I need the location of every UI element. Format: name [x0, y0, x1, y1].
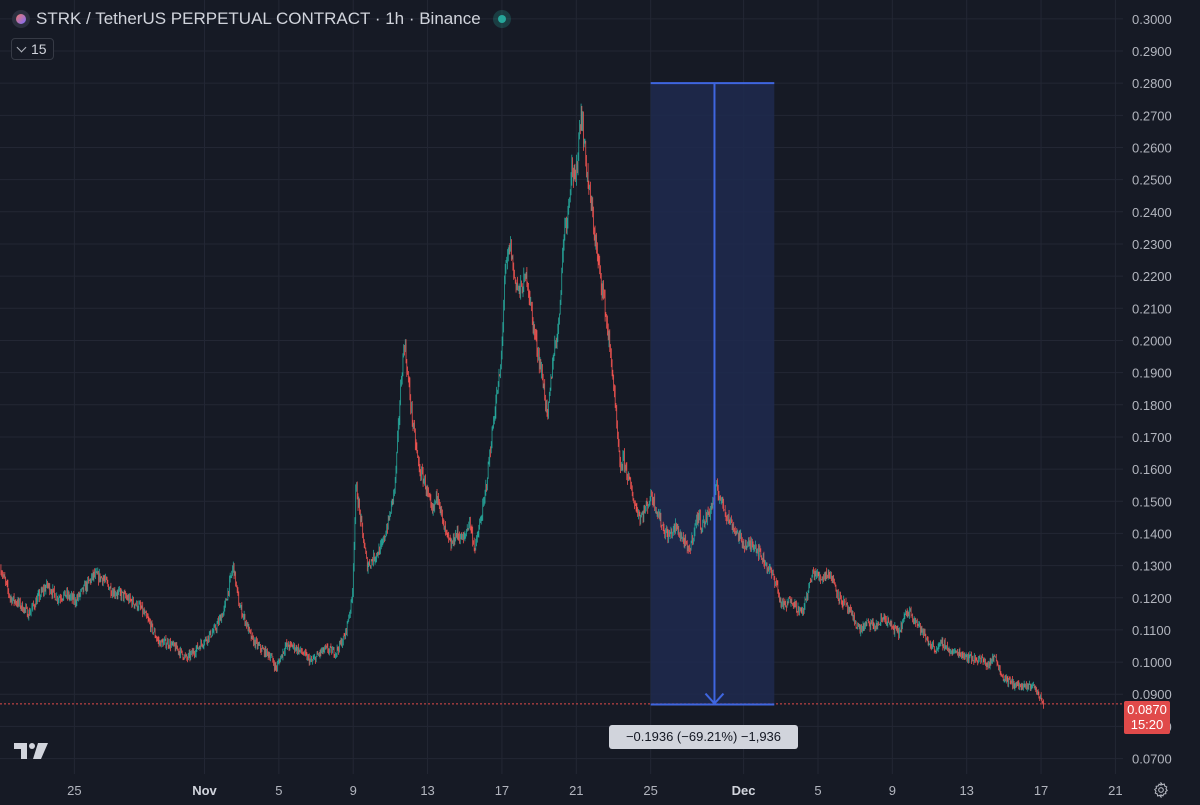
chart-grid: [0, 0, 1123, 774]
bar-countdown: 15:20: [1130, 717, 1164, 732]
symbol-logo-icon: [12, 10, 30, 28]
price-tick-label: 0.1500: [1132, 494, 1172, 509]
time-tick-label: Nov: [192, 783, 217, 798]
time-tick-label: 21: [1108, 783, 1122, 798]
time-tick-label: 13: [959, 783, 973, 798]
time-tick-label: 17: [1034, 783, 1048, 798]
price-tick-label: 0.2200: [1132, 269, 1172, 284]
time-tick-label: 17: [495, 783, 509, 798]
price-tick-label: 0.2800: [1132, 76, 1172, 91]
price-tick-label: 0.1600: [1132, 462, 1172, 477]
measure-tool[interactable]: [650, 82, 775, 706]
time-tick-label: 5: [814, 783, 821, 798]
time-tick-label: 21: [569, 783, 583, 798]
price-tick-label: 0.3000: [1132, 12, 1172, 27]
time-axis[interactable]: 25 Nov 5 9 13 17 21 25 Dec 5 9 13 17 21: [67, 783, 1123, 798]
price-tick-label: 0.2400: [1132, 205, 1172, 220]
price-tick-label: 0.0700: [1132, 752, 1172, 767]
price-tick-label: 0.2100: [1132, 301, 1172, 316]
gear-icon[interactable]: [1153, 782, 1169, 798]
measure-arrow-head: [704, 692, 725, 706]
candles: [0, 103, 1044, 709]
measure-label: −0.1936 (−69.21%) −1,936: [609, 725, 798, 749]
price-tick-label: 0.2600: [1132, 140, 1172, 155]
price-tick-label: 0.2900: [1132, 44, 1172, 59]
price-tick-label: 0.2300: [1132, 237, 1172, 252]
price-tick-label: 0.0900: [1132, 687, 1172, 702]
market-open-icon: [492, 10, 511, 28]
last-price-badge: 0.0870 15:20: [1124, 701, 1170, 734]
chart-header: STRK / TetherUS PERPETUAL CONTRACT · 1h …: [12, 9, 511, 29]
chevron-down-icon: [16, 42, 27, 53]
tradingview-logo-icon[interactable]: [14, 743, 48, 759]
measure-range-box[interactable]: [650, 83, 775, 705]
time-tick-label: 25: [67, 783, 81, 798]
price-axis[interactable]: 0.07000.08000.09000.10000.11000.12000.13…: [1123, 0, 1200, 805]
time-tick-label: 13: [420, 783, 434, 798]
price-tick-label: 0.1300: [1132, 559, 1172, 574]
time-tick-label: 9: [889, 783, 896, 798]
price-tick-label: 0.2000: [1132, 333, 1172, 348]
price-tick-label: 0.1200: [1132, 591, 1172, 606]
price-tick-label: 0.1400: [1132, 526, 1172, 541]
time-tick-label: 5: [275, 783, 282, 798]
time-tick-label: Dec: [732, 783, 756, 798]
indicators-toggle[interactable]: 15: [11, 38, 54, 60]
indicators-count: 15: [31, 41, 47, 57]
time-tick-label: 9: [350, 783, 357, 798]
price-axis-bg: [1123, 0, 1200, 805]
time-tick-label: 25: [643, 783, 657, 798]
price-tick-label: 0.2500: [1132, 173, 1172, 188]
last-price-value: 0.0870: [1127, 702, 1167, 717]
price-tick-label: 0.1900: [1132, 366, 1172, 381]
price-tick-label: 0.1700: [1132, 430, 1172, 445]
price-tick-label: 0.1000: [1132, 655, 1172, 670]
price-tick-label: 0.1800: [1132, 398, 1172, 413]
symbol-title[interactable]: STRK / TetherUS PERPETUAL CONTRACT · 1h …: [36, 9, 481, 28]
price-tick-label: 0.2700: [1132, 108, 1172, 123]
price-tick-label: 0.1100: [1132, 623, 1171, 638]
